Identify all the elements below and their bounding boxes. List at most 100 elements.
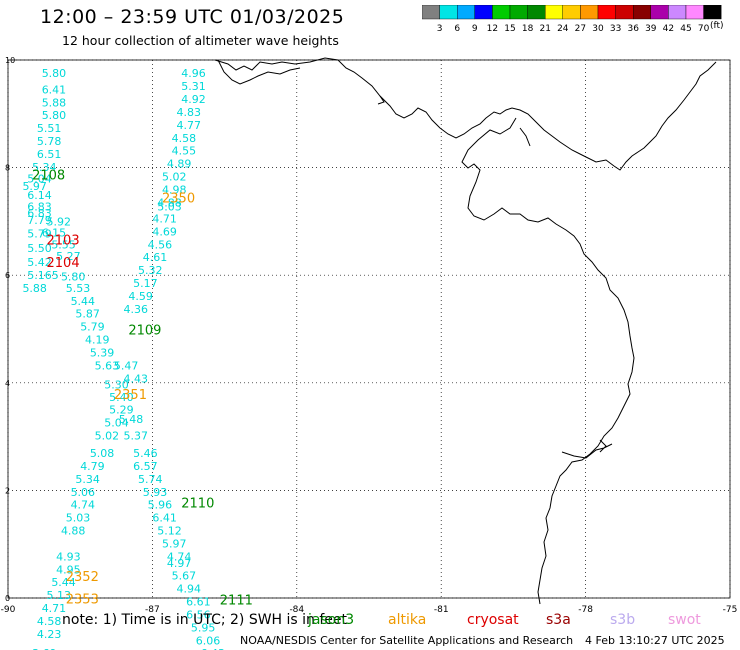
map-frame	[7, 59, 731, 599]
pass-time-label: 2351	[114, 388, 147, 403]
wave-height-value: 5.34	[75, 473, 100, 486]
pass-time-label: 2109	[128, 323, 161, 338]
altimeter-observations: 5.806.415.885.805.515.786.515.345.045.97…	[22, 67, 252, 650]
colorbar-label: 18	[522, 24, 534, 34]
wave-height-value: 6.51	[37, 148, 62, 161]
wave-height-value: 5.51	[37, 122, 62, 135]
wave-height-value: 5.74	[138, 473, 163, 486]
wave-height-value: 4.88	[157, 196, 182, 209]
pass-time-label: 2353	[66, 592, 99, 607]
y-tick-label: 6	[5, 271, 10, 280]
wave-height-value: 5.79	[80, 321, 105, 334]
wave-height-value: 5.12	[157, 525, 182, 538]
wave-height-value: 5.93	[143, 486, 168, 499]
wave-height-value: 4.19	[85, 334, 110, 347]
wave-height-value: 4.56	[148, 238, 173, 251]
wave-height-value: 5.31	[181, 80, 206, 93]
wave-height-value: 4.79	[80, 460, 105, 473]
note-text: note: 1) Time is in UTC; 2) SWH is in fe…	[62, 612, 348, 628]
wave-height-value: 4.89	[167, 158, 192, 171]
colorbar-label: 30	[592, 24, 604, 34]
wave-height-value: 4.71	[152, 212, 177, 225]
wave-height-value: 5.78	[37, 135, 62, 148]
legend-altika: altika	[388, 612, 427, 628]
wave-height-value: 5.80	[42, 109, 66, 122]
wave-height-value: 4.97	[167, 557, 192, 570]
wave-height-value: 5.97	[22, 180, 47, 193]
wave-height-value: 5.50	[27, 242, 52, 255]
colorbar-label: 36	[627, 24, 639, 34]
colorbar-label: 42	[663, 24, 674, 34]
colorbar-label: 9	[472, 24, 478, 34]
wave-height-value: 6.61	[186, 596, 211, 609]
wave-height-value: 5.44	[51, 576, 76, 589]
wave-height-value: 4.96	[181, 67, 206, 80]
wave-height-value: 5.44	[71, 295, 96, 308]
wave-height-value: 5.06	[71, 486, 96, 499]
wave-height-value: 5.02	[95, 429, 120, 442]
colorbar-swatch	[703, 5, 722, 20]
wave-height-value: 5.79	[27, 228, 52, 241]
wave-height-value: 4.83	[176, 106, 201, 119]
wave-height-value: 4.58	[37, 615, 62, 628]
colorbar-label: 21	[539, 24, 550, 34]
wave-height-value: 6.43	[201, 647, 226, 650]
colorbar-label: 12	[487, 24, 498, 34]
wave-height-value: 5.96	[148, 499, 173, 512]
colorbar-label: 39	[645, 24, 657, 34]
legend-cryosat: cryosat	[467, 612, 519, 628]
colorbar-units: (ft)	[710, 21, 724, 31]
y-tick-label: 8	[5, 164, 10, 173]
colorbar-label: 33	[610, 24, 621, 34]
wave-height-value: 5.17	[133, 277, 158, 290]
footer-timestamp: 4 Feb 13:10:27 UTC 2025	[585, 634, 725, 647]
wave-height-value: 5.08	[90, 447, 115, 460]
wave-height-value: 5.53	[66, 282, 91, 295]
colorbar-label: 27	[575, 24, 586, 34]
wave-height-value: 5.47	[114, 359, 139, 372]
wave-height-value: 5.97	[162, 537, 187, 550]
wave-height-value: 4.88	[61, 525, 86, 538]
wave-height-value: 6.83	[27, 207, 52, 220]
wave-height-value: 5.02	[162, 171, 187, 184]
wave-height-value: 4.71	[42, 602, 66, 615]
wave-height-value: 4.59	[128, 290, 153, 303]
wave-height-value: 6.14	[27, 189, 52, 202]
x-tick-label: -87	[145, 605, 160, 615]
chart-subtitle: 12 hour collection of altimeter wave hei…	[62, 33, 339, 48]
wave-height-value: 4.74	[167, 550, 192, 563]
pass-time-label: 2350	[162, 192, 195, 207]
wave-height-value: 4.93	[56, 550, 80, 563]
wave-height-value: 5.80	[42, 67, 66, 80]
wave-height-value: 5.04	[27, 173, 52, 186]
wave-height-value: 5.29	[109, 403, 134, 416]
wave-height-value: 4.36	[124, 303, 148, 316]
wave-height-value: 5.165	[27, 269, 59, 282]
pass-time-label: 2103	[47, 234, 80, 249]
wave-height-value: 5.32	[138, 264, 163, 277]
pass-time-label: 2352	[66, 570, 99, 585]
lat-lon-grid	[7, 59, 731, 599]
x-tick-label: -81	[434, 605, 449, 615]
colorbar-label: 70	[698, 24, 710, 34]
x-tick-label: -84	[289, 605, 304, 615]
coastline	[214, 57, 717, 605]
colorbar-label: 3	[437, 24, 443, 34]
chart-title: 12:00 – 23:59 UTC 01/03/2025	[40, 6, 345, 28]
wave-height-value: 5.92	[47, 216, 72, 229]
legend-jason3: jason3	[308, 612, 355, 628]
wave-height-value: 4.43	[124, 372, 148, 385]
wave-height-value: 5.03	[157, 201, 182, 214]
wave-height-value: 4.23	[37, 628, 62, 641]
wave-height-colorbar: 3 6 9 12 15 18 21 24 27 30 33 36 39 42 45 70	[422, 5, 722, 34]
y-tick-label: 2	[5, 486, 10, 495]
wave-height-value: 5.42	[27, 256, 52, 269]
colorbar-label: 6	[454, 24, 460, 34]
wave-height-value: 4.55	[172, 145, 197, 158]
pass-time-label: 2111	[220, 593, 253, 608]
pass-time-label: 2110	[181, 497, 214, 512]
wave-height-value: 5.39	[90, 346, 115, 359]
wave-height-value: 4.95	[56, 563, 80, 576]
colorbar-label: 15	[504, 24, 515, 34]
wave-height-value: 5.13	[47, 589, 72, 602]
